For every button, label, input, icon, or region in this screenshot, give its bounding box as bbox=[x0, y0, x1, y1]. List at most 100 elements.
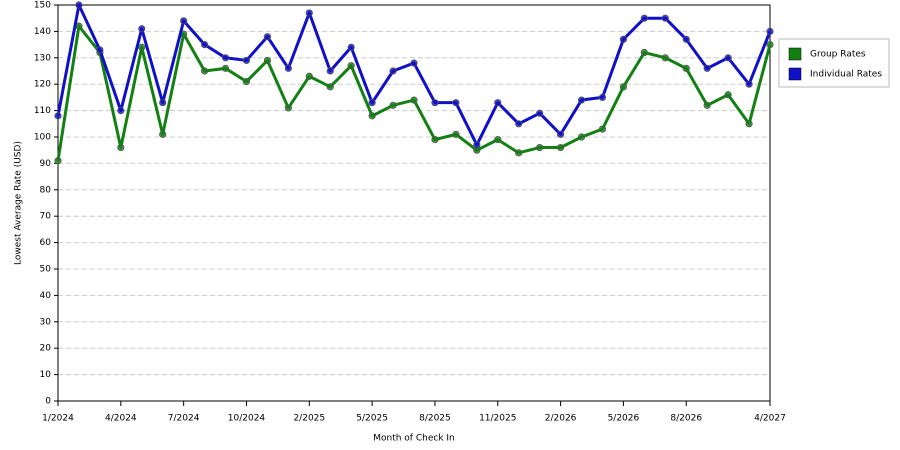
point bbox=[556, 130, 565, 138]
y-tick-label: 110 bbox=[34, 106, 51, 116]
legend-swatch bbox=[788, 67, 802, 81]
point bbox=[536, 109, 544, 117]
y-tick-label: 30 bbox=[40, 317, 52, 327]
point bbox=[263, 33, 272, 41]
point bbox=[263, 56, 272, 65]
x-tick-label: 4/2027 bbox=[754, 414, 786, 424]
point bbox=[326, 67, 334, 75]
x-axis-label: Month of Check In bbox=[373, 434, 455, 444]
x-tick-label: 7/2024 bbox=[168, 414, 200, 424]
point bbox=[242, 77, 251, 86]
y-tick-label: 150 bbox=[34, 1, 51, 11]
point bbox=[138, 25, 146, 33]
x-tick-label: 1/2024 bbox=[42, 414, 74, 424]
point bbox=[682, 35, 690, 43]
point bbox=[494, 136, 502, 144]
point bbox=[54, 157, 62, 165]
point bbox=[598, 125, 607, 133]
point bbox=[221, 54, 230, 62]
point bbox=[661, 54, 669, 62]
point bbox=[96, 46, 104, 54]
y-tick-label: 100 bbox=[34, 133, 51, 143]
point bbox=[410, 59, 418, 67]
y-axis-label: Lowest Average Rate (USD) bbox=[14, 141, 24, 265]
y-tick-label: 120 bbox=[34, 80, 51, 90]
y-tick-label: 10 bbox=[40, 370, 52, 380]
point bbox=[661, 14, 669, 22]
y-tick-label: 90 bbox=[40, 159, 52, 169]
point bbox=[682, 64, 690, 72]
point bbox=[305, 72, 313, 80]
point bbox=[54, 112, 62, 120]
y-tick-label: 130 bbox=[34, 53, 51, 63]
point bbox=[180, 17, 188, 25]
point bbox=[598, 93, 607, 102]
point bbox=[556, 143, 565, 152]
point bbox=[452, 99, 460, 107]
y-tick-label: 70 bbox=[40, 212, 52, 222]
point bbox=[577, 96, 586, 104]
x-tick-label: 5/2025 bbox=[356, 414, 388, 424]
point bbox=[431, 99, 439, 107]
point bbox=[640, 48, 648, 57]
plot-frame bbox=[57, 4, 771, 402]
point bbox=[766, 27, 774, 35]
point bbox=[159, 99, 167, 107]
y-tick-label: 40 bbox=[40, 291, 52, 301]
point bbox=[452, 130, 460, 138]
point bbox=[431, 136, 439, 144]
y-tick-label: 20 bbox=[40, 344, 52, 354]
x-tick-label: 4/2024 bbox=[105, 414, 137, 424]
point bbox=[305, 9, 313, 17]
x-tick-label: 2/2026 bbox=[545, 414, 577, 424]
point bbox=[284, 104, 292, 112]
point bbox=[138, 43, 146, 51]
x-tick-label: 2/2025 bbox=[293, 414, 325, 424]
point bbox=[619, 35, 628, 43]
y-tick-label: 60 bbox=[40, 238, 52, 248]
point bbox=[221, 64, 230, 72]
point bbox=[703, 101, 711, 109]
y-tick-label: 0 bbox=[45, 397, 51, 407]
point bbox=[389, 67, 397, 75]
point bbox=[515, 149, 523, 157]
legend-label: Group Rates bbox=[810, 50, 866, 60]
point bbox=[640, 14, 648, 22]
point bbox=[347, 62, 355, 70]
point bbox=[745, 120, 753, 128]
point bbox=[766, 40, 774, 49]
point bbox=[200, 40, 209, 49]
point bbox=[724, 91, 732, 99]
point bbox=[284, 64, 292, 72]
point bbox=[515, 120, 523, 128]
point bbox=[724, 54, 732, 62]
point bbox=[410, 96, 418, 104]
point bbox=[577, 133, 586, 141]
point bbox=[159, 130, 167, 138]
y-tick-label: 80 bbox=[40, 185, 52, 195]
point bbox=[242, 56, 251, 65]
legend-label: Individual Rates bbox=[810, 70, 882, 80]
point bbox=[117, 107, 125, 115]
point bbox=[368, 112, 376, 120]
point bbox=[326, 83, 334, 91]
x-tick-label: 10/2024 bbox=[228, 414, 266, 424]
legend-swatch bbox=[788, 47, 802, 61]
point bbox=[473, 141, 481, 149]
point bbox=[75, 1, 83, 9]
point bbox=[536, 143, 544, 152]
x-tick-label: 8/2025 bbox=[419, 414, 451, 424]
x-tick-label: 11/2025 bbox=[479, 414, 516, 424]
point bbox=[200, 67, 209, 75]
point bbox=[368, 99, 376, 107]
point bbox=[347, 43, 355, 51]
point bbox=[389, 101, 397, 109]
point bbox=[745, 80, 753, 88]
point bbox=[494, 99, 502, 107]
point bbox=[117, 143, 125, 152]
x-tick-label: 5/2026 bbox=[608, 414, 640, 424]
y-tick-label: 50 bbox=[40, 265, 52, 275]
point bbox=[703, 64, 711, 72]
x-tick-label: 8/2026 bbox=[670, 414, 702, 424]
